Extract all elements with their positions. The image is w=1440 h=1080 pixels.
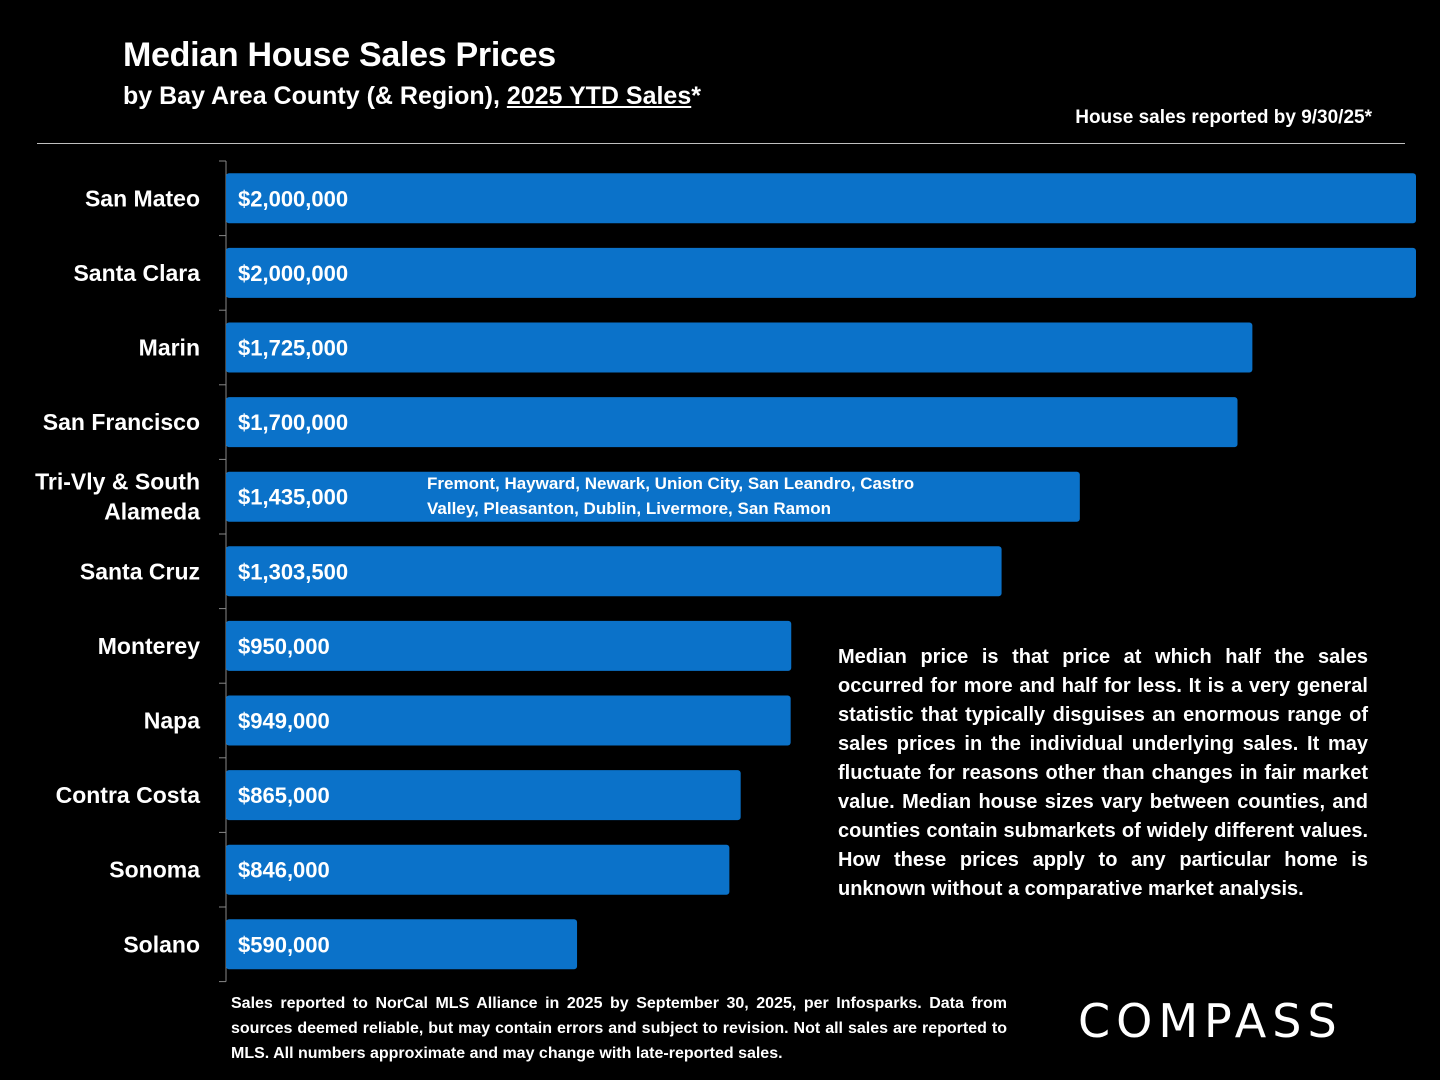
- subtitle-underlined: 2025 YTD Sales: [506, 82, 692, 110]
- bars: $2,000,000 $2,000,000 $1,725,000 $1,700,000…: [226, 173, 1416, 970]
- category-label: Marin: [139, 335, 200, 361]
- category-label: Monterey: [98, 633, 200, 659]
- category-label: Santa Clara: [73, 260, 200, 286]
- compass-logo: COMPASS: [1078, 994, 1343, 1048]
- bar-solano: [226, 919, 578, 970]
- bar-value-label: $1,700,000: [238, 410, 348, 435]
- bar-value-label: $846,000: [238, 858, 330, 883]
- bar-value-label: $1,725,000: [238, 336, 348, 361]
- bar-napa: [226, 695, 791, 746]
- bar-value-label: $1,303,500: [238, 559, 348, 584]
- header-divider: [37, 143, 1405, 144]
- source-footnote: Sales reported to NorCal MLS Alliance in…: [231, 995, 1007, 1062]
- chart-title: Median House Sales Prices: [123, 36, 556, 74]
- subtitle-prefix: by Bay Area County (& Region),: [123, 82, 507, 110]
- median-explanation: Median price is that price at which half…: [838, 646, 1368, 900]
- bar-value-label: $2,000,000: [238, 261, 348, 286]
- reported-date-note: House sales reported by 9/30/25*: [1075, 107, 1372, 128]
- chart-subtitle: by Bay Area County (& Region), 2025 YTD …: [123, 82, 701, 111]
- category-label: Sonoma: [109, 857, 200, 883]
- category-label: San Francisco: [43, 409, 200, 435]
- bar-san-mateo: [226, 173, 1416, 224]
- category-label: Napa: [144, 708, 200, 734]
- category-label: Santa Cruz: [80, 558, 200, 584]
- tri-valley-annotation: Fremont, Hayward, Newark, Union City, Sa…: [427, 474, 915, 518]
- category-label: San Mateo: [85, 185, 200, 211]
- bar-monterey: [226, 620, 792, 671]
- bar-san-francisco: [226, 397, 1238, 448]
- bar-contra-costa: [226, 770, 741, 821]
- y-axis: [219, 160, 227, 983]
- bar-tri-vly-south-alameda: [226, 471, 1080, 522]
- subtitle-suffix: *: [691, 82, 701, 110]
- bar-value-label: $949,000: [238, 709, 330, 734]
- bar-marin: [226, 322, 1253, 373]
- bar-value-label: $865,000: [238, 783, 330, 808]
- bar-value-label: $1,435,000: [238, 485, 348, 510]
- category-label: Tri-Vly & South Alameda: [35, 469, 200, 525]
- bar-santa-clara: [226, 247, 1416, 298]
- bar-value-label: $2,000,000: [238, 186, 348, 211]
- bar-value-label: $950,000: [238, 634, 330, 659]
- bar-value-label: $590,000: [238, 932, 330, 957]
- category-label: Contra Costa: [56, 782, 201, 808]
- bar-santa-cruz: [226, 546, 1002, 597]
- category-labels: San Mateo Santa Clara Marin San Francisco Tr…: [35, 185, 200, 957]
- category-label: Solano: [123, 931, 200, 957]
- bar-sonoma: [226, 844, 730, 895]
